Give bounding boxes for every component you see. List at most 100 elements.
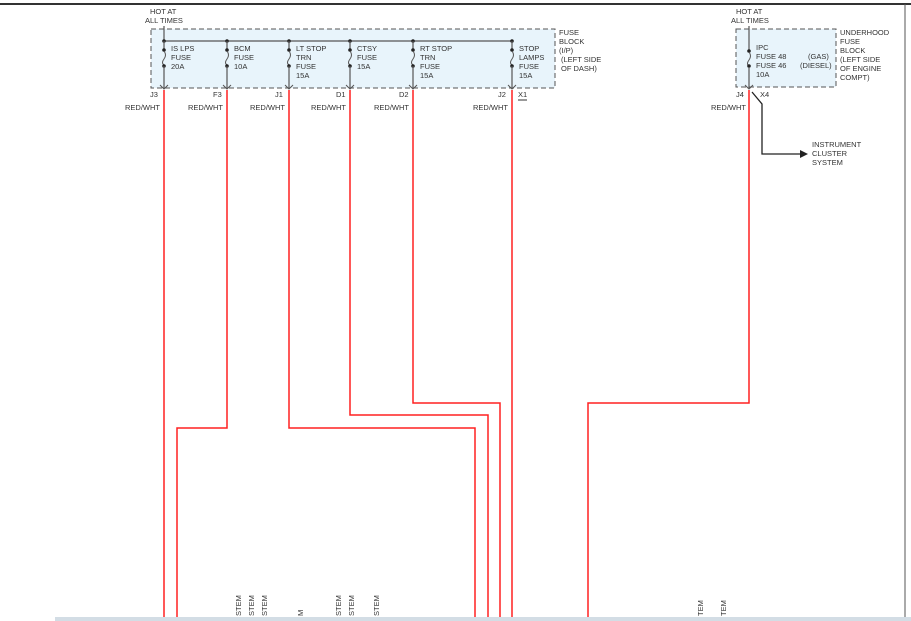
fuse-label: FUSE (234, 53, 254, 62)
connector-arrow-icon (284, 84, 294, 90)
fuse-icon (411, 50, 415, 66)
fuse-label: FUSE (296, 62, 316, 71)
pin-j4: J4 (736, 90, 744, 99)
fuse-label: CTSY (357, 44, 377, 53)
fuse-label: FUSE (420, 62, 440, 71)
fuse-label: IPC (756, 43, 769, 52)
destination-label[interactable]: SYSTEM (812, 158, 843, 167)
fuse-label: IS LPS (171, 44, 194, 53)
connector-x4: X4 (760, 90, 769, 99)
fuse-label: LAMPS (519, 53, 544, 62)
destination-label[interactable]: CLUSTER (812, 149, 848, 158)
block-label: (LEFT SIDE (840, 55, 880, 64)
continuation-label: TEM (719, 600, 728, 616)
fuse-label: TRN (296, 53, 311, 62)
hot-label-line1: HOT AT (736, 7, 763, 16)
fuse-icon (510, 50, 514, 66)
block-label: (LEFT SIDE (561, 55, 601, 64)
pin-label: D2 (399, 90, 409, 99)
fuse-label: STOP (519, 44, 539, 53)
hot-label-line1: HOT AT (150, 7, 177, 16)
block-label: COMPT) (840, 73, 870, 82)
destination-label[interactable]: INSTRUMENT (812, 140, 862, 149)
fuse-label: 20A (171, 62, 184, 71)
pin-label: J1 (275, 90, 283, 99)
pin-label: F3 (213, 90, 222, 99)
wires (163, 90, 750, 621)
wire-f3[interactable] (176, 90, 228, 621)
variant-diesel: (DIESEL) (800, 61, 832, 70)
page-continuation-labels: STEM STEM STEM M STEM STEM STEM TEM TEM (234, 595, 728, 616)
connector-arrow-icon (345, 84, 355, 90)
continuation-label: STEM (247, 595, 256, 616)
horizontal-scrollbar[interactable] (55, 617, 911, 621)
instrument-cluster-lead (751, 91, 800, 155)
continuation-label: M (296, 610, 305, 616)
continuation-label: TEM (696, 600, 705, 616)
wire-d2[interactable] (412, 90, 501, 621)
continuation-label: STEM (260, 595, 269, 616)
pin-label: J3 (150, 90, 158, 99)
connector-arrow-icon (159, 84, 169, 90)
fuse-icon (287, 50, 291, 66)
fuse-block-outline (735, 28, 837, 88)
block-label: FUSE (559, 28, 579, 37)
fuse-label: 10A (756, 70, 769, 79)
wire-color-label: RED/WHT (188, 103, 223, 112)
block-label: OF DASH) (561, 64, 597, 73)
fuse-block-outline (150, 28, 556, 89)
wire-color-label: RED/WHT (711, 103, 746, 112)
fuse-icon (225, 50, 229, 66)
fuse-label: BCM (234, 44, 251, 53)
variant-gas: (GAS) (808, 52, 829, 61)
fuse-label: 15A (296, 71, 309, 80)
fuse-label: FUSE (519, 62, 539, 71)
wire-color-label: RED/WHT (374, 103, 409, 112)
wire-d1[interactable] (349, 90, 489, 621)
fuse-block-underhood: HOT AT ALL TIMES IPC FUSE 48 FUSE 46 10A… (711, 7, 890, 167)
wire-color-label: RED/WHT (473, 103, 508, 112)
fuse-icon (162, 50, 166, 66)
fuse-label: FUSE 46 (756, 61, 786, 70)
block-label: UNDERHOOD (840, 28, 890, 37)
fuse-label: RT STOP (420, 44, 452, 53)
continuation-label: STEM (372, 595, 381, 616)
block-label: BLOCK (840, 46, 865, 55)
connector-arrow-icon (507, 84, 517, 90)
hot-label-line2: ALL TIMES (145, 16, 183, 25)
fuse-label: TRN (420, 53, 435, 62)
continuation-label: STEM (334, 595, 343, 616)
wire-j1[interactable] (288, 90, 476, 621)
fuse-icon (348, 50, 352, 66)
fuse-label: 15A (357, 62, 370, 71)
fuse-label: FUSE (357, 53, 377, 62)
connector-arrow-icon (222, 84, 232, 90)
wire-color-label: RED/WHT (250, 103, 285, 112)
fuse-label: 15A (519, 71, 532, 80)
hot-label-line2: ALL TIMES (731, 16, 769, 25)
arrow-right-icon (800, 150, 808, 158)
wire-j4[interactable] (587, 90, 750, 621)
pin-label: D1 (336, 90, 346, 99)
block-label: FUSE (840, 37, 860, 46)
wire-color-label: RED/WHT (125, 103, 160, 112)
fuse-label: 15A (420, 71, 433, 80)
pin-label: J2 (498, 90, 506, 99)
block-label: (I/P) (559, 46, 574, 55)
fuse-label: FUSE 48 (756, 52, 786, 61)
fuse-label: FUSE (171, 53, 191, 62)
fuse-label: LT STOP (296, 44, 326, 53)
fuse-block-ip: HOT AT ALL TIMES FUSE BLOCK (I/P) (LEFT … (145, 7, 601, 101)
block-label: OF ENGINE (840, 64, 881, 73)
continuation-label: STEM (234, 595, 243, 616)
block-label: BLOCK (559, 37, 584, 46)
connector-arrow-icon (408, 84, 418, 90)
connector-x1-label: X1 (518, 90, 527, 99)
